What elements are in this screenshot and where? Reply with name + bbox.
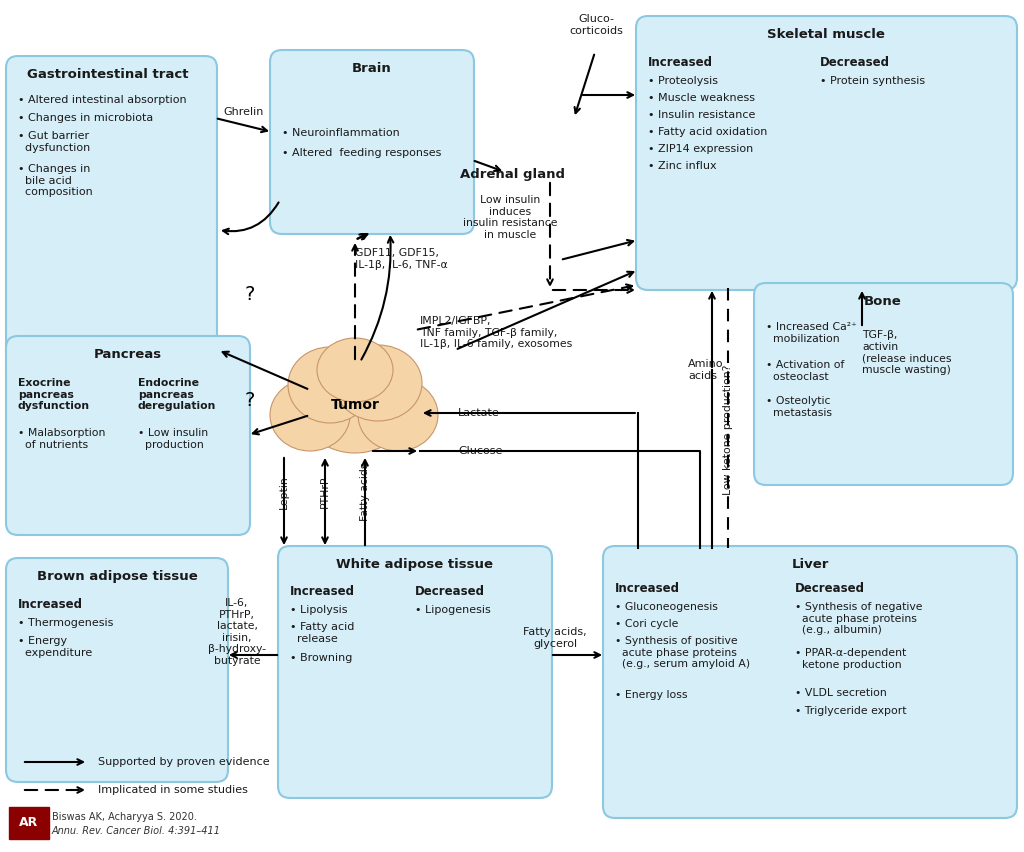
Text: • Low insulin
  production: • Low insulin production: [138, 428, 208, 450]
Text: IL-6,
PTHrP,
lactate,
irisin,
β-hydroxy-
butyrate: IL-6, PTHrP, lactate, irisin, β-hydroxy-…: [208, 598, 266, 666]
Text: Exocrine
pancreas
dysfunction: Exocrine pancreas dysfunction: [18, 378, 90, 412]
Text: Ghrelin: Ghrelin: [223, 107, 263, 117]
Text: Adrenal gland: Adrenal gland: [461, 168, 565, 181]
Text: • Energy
  expenditure: • Energy expenditure: [18, 636, 92, 658]
Text: • Browning: • Browning: [290, 653, 352, 663]
Text: • Gut barrier
  dysfunction: • Gut barrier dysfunction: [18, 131, 90, 153]
Text: Gastrointestinal tract: Gastrointestinal tract: [28, 68, 188, 81]
Text: Gluco-
corticoids: Gluco- corticoids: [569, 14, 623, 36]
Text: Bone: Bone: [864, 295, 902, 308]
Text: TGF-β,
activin
(release induces
muscle wasting): TGF-β, activin (release induces muscle w…: [862, 330, 951, 375]
Text: Leptin: Leptin: [279, 475, 289, 509]
Text: Supported by proven evidence: Supported by proven evidence: [98, 757, 269, 767]
Text: • Energy loss: • Energy loss: [615, 690, 687, 700]
Text: • Lipogenesis: • Lipogenesis: [415, 605, 490, 615]
Text: • Altered  feeding responses: • Altered feeding responses: [282, 148, 441, 158]
Ellipse shape: [358, 379, 438, 451]
Text: • Gluconeogenesis: • Gluconeogenesis: [615, 602, 718, 612]
Text: Brown adipose tissue: Brown adipose tissue: [37, 570, 198, 583]
Text: Glucose: Glucose: [458, 446, 503, 456]
Text: • Synthesis of negative
  acute phase proteins
  (e.g., albumin): • Synthesis of negative acute phase prot…: [795, 602, 923, 636]
FancyBboxPatch shape: [9, 807, 49, 839]
Text: Increased: Increased: [290, 585, 355, 598]
Text: Liver: Liver: [792, 558, 828, 571]
FancyBboxPatch shape: [6, 558, 228, 782]
Text: GDF11, GDF15,
IL-1β, IL-6, TNF-α: GDF11, GDF15, IL-1β, IL-6, TNF-α: [355, 248, 447, 269]
Text: • Synthesis of positive
  acute phase proteins
  (e.g., serum amyloid A): • Synthesis of positive acute phase prot…: [615, 636, 751, 669]
Text: • Fatty acid oxidation: • Fatty acid oxidation: [648, 127, 767, 137]
Text: • Lipolysis: • Lipolysis: [290, 605, 347, 615]
Text: • Thermogenesis: • Thermogenesis: [18, 618, 114, 628]
Text: Decreased: Decreased: [415, 585, 485, 598]
Ellipse shape: [334, 345, 422, 421]
Text: • Altered intestinal absorption: • Altered intestinal absorption: [18, 95, 186, 105]
Text: Amino
acids: Amino acids: [688, 360, 724, 381]
Text: • Triglyceride export: • Triglyceride export: [795, 706, 906, 716]
Text: Endocrine
pancreas
deregulation: Endocrine pancreas deregulation: [138, 378, 216, 412]
Text: ?: ?: [245, 390, 255, 410]
Text: Decreased: Decreased: [820, 56, 890, 69]
Text: • PPAR-α-dependent
  ketone production: • PPAR-α-dependent ketone production: [795, 648, 906, 670]
Text: White adipose tissue: White adipose tissue: [337, 558, 494, 571]
Text: • Activation of
  osteoclast: • Activation of osteoclast: [766, 360, 845, 382]
Text: • Protein synthesis: • Protein synthesis: [820, 76, 925, 86]
Text: PTHrP: PTHrP: [319, 475, 330, 509]
FancyBboxPatch shape: [6, 56, 217, 380]
Text: Increased: Increased: [648, 56, 713, 69]
Text: Tumor: Tumor: [331, 398, 380, 412]
FancyBboxPatch shape: [603, 546, 1017, 818]
Text: Increased: Increased: [615, 582, 680, 595]
Ellipse shape: [300, 357, 410, 453]
Text: • Increased Ca²⁺
  mobilization: • Increased Ca²⁺ mobilization: [766, 322, 857, 343]
Text: • Proteolysis: • Proteolysis: [648, 76, 718, 86]
Text: Implicated in some studies: Implicated in some studies: [98, 785, 248, 795]
Text: • Fatty acid
  release: • Fatty acid release: [290, 622, 354, 643]
Text: • Insulin resistance: • Insulin resistance: [648, 110, 756, 120]
Text: Fatty acids: Fatty acids: [360, 463, 370, 521]
Text: Low insulin
induces
insulin resistance
in muscle: Low insulin induces insulin resistance i…: [463, 195, 557, 239]
Ellipse shape: [317, 338, 393, 402]
Text: AR: AR: [19, 816, 39, 830]
Text: • Cori cycle: • Cori cycle: [615, 619, 678, 629]
Text: • Changes in microbiota: • Changes in microbiota: [18, 113, 154, 123]
Text: Annu. Rev. Cancer Biol. 4:391–411: Annu. Rev. Cancer Biol. 4:391–411: [52, 826, 221, 836]
FancyBboxPatch shape: [278, 546, 552, 798]
Text: Fatty acids,
glycerol: Fatty acids, glycerol: [523, 627, 587, 649]
Text: Lactate: Lactate: [458, 408, 500, 418]
Text: • Changes in
  bile acid
  composition: • Changes in bile acid composition: [18, 164, 93, 197]
FancyBboxPatch shape: [754, 283, 1013, 485]
Text: • Malabsorption
  of nutrients: • Malabsorption of nutrients: [18, 428, 105, 450]
Text: • ZIP14 expression: • ZIP14 expression: [648, 144, 754, 154]
Text: • Muscle weakness: • Muscle weakness: [648, 93, 755, 103]
FancyBboxPatch shape: [270, 50, 474, 234]
Text: Low ketone production?: Low ketone production?: [723, 365, 733, 495]
Text: • Osteolytic
  metastasis: • Osteolytic metastasis: [766, 396, 831, 417]
Text: Brain: Brain: [352, 62, 392, 75]
Text: Pancreas: Pancreas: [94, 348, 162, 361]
Ellipse shape: [288, 347, 372, 423]
Text: • Zinc influx: • Zinc influx: [648, 161, 717, 171]
Ellipse shape: [270, 379, 350, 451]
Text: ?: ?: [245, 285, 255, 304]
Text: • Neuroinflammation: • Neuroinflammation: [282, 128, 399, 138]
Text: • VLDL secretion: • VLDL secretion: [795, 688, 887, 698]
Text: IMPL2/IGFBP,
TNF family, TGF-β family,
IL-1β, IL-6 family, exosomes: IMPL2/IGFBP, TNF family, TGF-β family, I…: [420, 316, 572, 349]
Text: Skeletal muscle: Skeletal muscle: [767, 28, 885, 41]
Text: Biswas AK, Acharyya S. 2020.: Biswas AK, Acharyya S. 2020.: [52, 812, 197, 822]
Text: Decreased: Decreased: [795, 582, 865, 595]
FancyBboxPatch shape: [636, 16, 1017, 290]
Text: Increased: Increased: [18, 598, 83, 611]
FancyBboxPatch shape: [6, 336, 250, 535]
